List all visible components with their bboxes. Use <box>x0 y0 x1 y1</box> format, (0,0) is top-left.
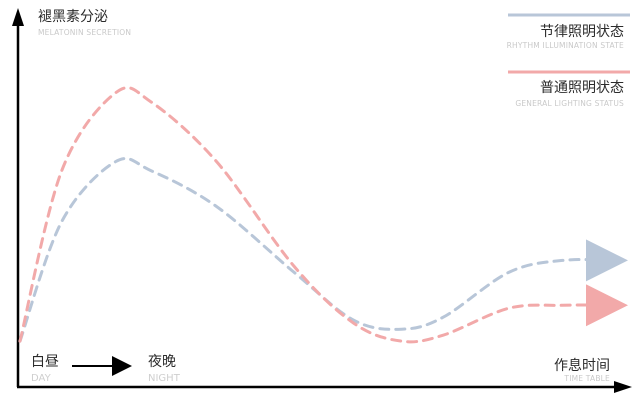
y-axis-arrowhead <box>12 8 24 26</box>
legend-label-rhythm-en: RHYTHM ILLUMINATION STATE <box>507 41 624 50</box>
night-label: 夜晚 <box>148 354 176 370</box>
legend-label-general-en: GENERAL LIGHTING STATUS <box>515 99 624 108</box>
night-label-en: NIGHT <box>148 373 181 384</box>
x-axis-arrowhead <box>614 381 632 393</box>
y-axis-label-en: MELATONIN SECRETION <box>38 28 131 37</box>
series-layer <box>18 86 628 344</box>
day-label-en: DAY <box>31 373 52 384</box>
legend: 节律照明状态 RHYTHM ILLUMINATION STATE 普通照明状态 … <box>507 13 630 108</box>
x-axis-label-en: TIME TABLE <box>563 374 610 383</box>
y-axis-label: 褪黑素分泌 <box>38 9 108 25</box>
legend-label-rhythm: 节律照明状态 <box>540 24 624 40</box>
x-axis-label: 作息时间 <box>554 357 610 374</box>
legend-label-general: 普通照明状态 <box>540 80 624 96</box>
day-label: 白昼 <box>31 354 59 370</box>
series-line-1 <box>18 86 628 344</box>
series-line-0 <box>18 157 628 343</box>
